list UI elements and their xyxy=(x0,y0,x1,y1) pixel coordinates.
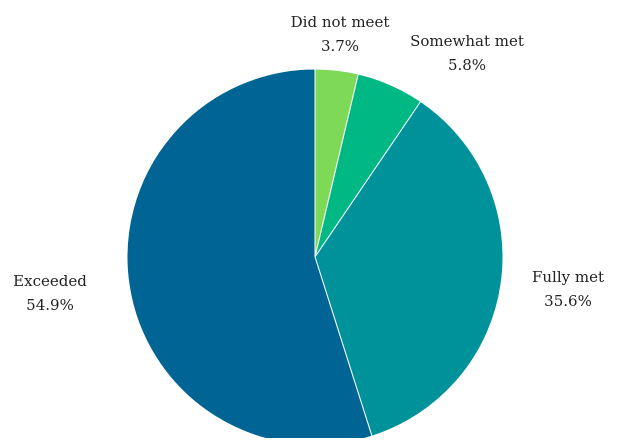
slice-value-did-not-meet: 3.7% xyxy=(321,37,359,55)
slice-value-exceeded: 54.9% xyxy=(26,296,74,314)
slice-label-somewhat-met: Somewhat met xyxy=(410,32,524,50)
slice-value-fully-met: 35.6% xyxy=(544,292,592,310)
pie-slice-fully-met xyxy=(314,100,504,437)
pie-slices xyxy=(126,68,504,442)
slice-label-did-not-meet: Did not meet xyxy=(291,13,390,31)
pie-labels: Did not meet 3.7% Somewhat met 5.8% Fully me… xyxy=(13,13,604,314)
slice-label-fully-met: Fully met xyxy=(532,268,604,286)
slice-value-somewhat-met: 5.8% xyxy=(448,56,486,74)
slice-label-exceeded: Exceeded xyxy=(13,272,87,290)
